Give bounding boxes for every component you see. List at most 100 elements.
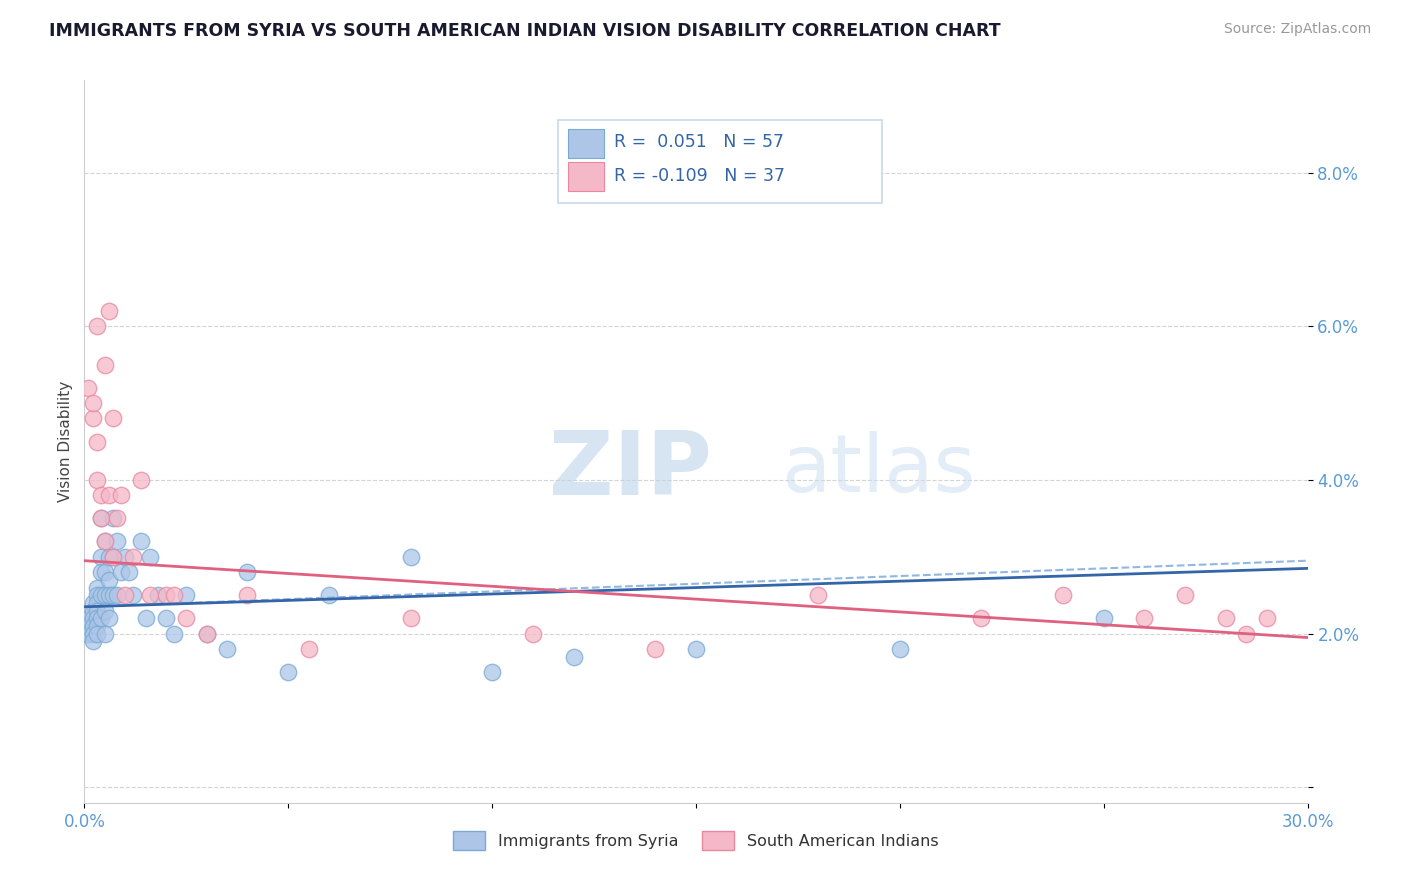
Point	[86, 588, 108, 602]
Point	[82, 634, 104, 648]
Point	[277, 665, 299, 680]
Point	[82, 626, 104, 640]
Point	[195, 626, 218, 640]
Point	[86, 473, 108, 487]
Point	[93, 534, 115, 549]
Point	[163, 626, 186, 640]
Point	[101, 411, 124, 425]
Point	[101, 511, 124, 525]
Point	[399, 611, 422, 625]
Point	[105, 534, 128, 549]
Point	[101, 549, 124, 564]
Point	[93, 588, 115, 602]
Point	[86, 611, 108, 625]
Point	[131, 473, 153, 487]
Legend: Immigrants from Syria, South American Indians: Immigrants from Syria, South American In…	[447, 825, 945, 856]
Point	[138, 588, 160, 602]
Point	[90, 565, 112, 579]
Point	[1256, 611, 1278, 625]
Point	[217, 642, 239, 657]
Point	[174, 588, 197, 602]
Point	[1052, 588, 1074, 602]
Point	[174, 611, 197, 625]
Point	[155, 588, 177, 602]
Point	[131, 534, 153, 549]
Point	[101, 549, 124, 564]
Text: R = -0.109   N = 37: R = -0.109 N = 37	[614, 168, 785, 186]
Point	[97, 304, 120, 318]
Point	[90, 511, 112, 525]
Point	[138, 549, 160, 564]
Point	[86, 434, 108, 449]
Point	[110, 488, 132, 502]
Point	[77, 619, 100, 633]
Text: R =  0.051   N = 57: R = 0.051 N = 57	[614, 134, 785, 152]
Point	[970, 611, 993, 625]
Point	[86, 596, 108, 610]
Point	[105, 588, 128, 602]
Point	[93, 358, 115, 372]
Point	[93, 534, 115, 549]
Point	[1092, 611, 1115, 625]
Point	[82, 396, 104, 410]
Point	[1174, 588, 1197, 602]
Point	[90, 588, 112, 602]
Point	[685, 642, 707, 657]
Point	[97, 549, 120, 564]
Point	[82, 619, 104, 633]
Point	[522, 626, 544, 640]
Point	[114, 549, 136, 564]
Text: atlas: atlas	[782, 432, 976, 509]
Point	[90, 511, 112, 525]
Point	[97, 611, 120, 625]
Point	[86, 604, 108, 618]
Point	[86, 626, 108, 640]
Point	[101, 588, 124, 602]
Point	[1236, 626, 1258, 640]
Point	[122, 588, 145, 602]
Point	[82, 411, 104, 425]
Point	[399, 549, 422, 564]
FancyBboxPatch shape	[558, 120, 882, 203]
Point	[155, 611, 177, 625]
Point	[163, 588, 186, 602]
Point	[77, 626, 100, 640]
Point	[114, 588, 136, 602]
Point	[82, 604, 104, 618]
Point	[90, 611, 112, 625]
FancyBboxPatch shape	[568, 128, 605, 158]
Point	[90, 488, 112, 502]
Point	[318, 588, 340, 602]
Point	[807, 588, 830, 602]
Point	[86, 581, 108, 595]
Point	[82, 611, 104, 625]
Point	[562, 649, 585, 664]
Point	[118, 565, 141, 579]
Point	[146, 588, 169, 602]
Text: Source: ZipAtlas.com: Source: ZipAtlas.com	[1223, 22, 1371, 37]
Point	[86, 619, 108, 633]
Point	[93, 565, 115, 579]
Point	[97, 588, 120, 602]
Point	[481, 665, 503, 680]
Point	[644, 642, 666, 657]
Point	[1215, 611, 1237, 625]
Point	[105, 511, 128, 525]
Point	[110, 565, 132, 579]
Point	[77, 381, 100, 395]
FancyBboxPatch shape	[568, 162, 605, 191]
Point	[122, 549, 145, 564]
Text: ZIP: ZIP	[550, 427, 711, 514]
Point	[97, 488, 120, 502]
Text: IMMIGRANTS FROM SYRIA VS SOUTH AMERICAN INDIAN VISION DISABILITY CORRELATION CHA: IMMIGRANTS FROM SYRIA VS SOUTH AMERICAN …	[49, 22, 1001, 40]
Point	[1133, 611, 1156, 625]
Point	[93, 604, 115, 618]
Point	[82, 596, 104, 610]
Point	[90, 549, 112, 564]
Point	[236, 588, 259, 602]
Point	[93, 626, 115, 640]
Y-axis label: Vision Disability: Vision Disability	[58, 381, 73, 502]
Point	[135, 611, 157, 625]
Point	[77, 611, 100, 625]
Point	[236, 565, 259, 579]
